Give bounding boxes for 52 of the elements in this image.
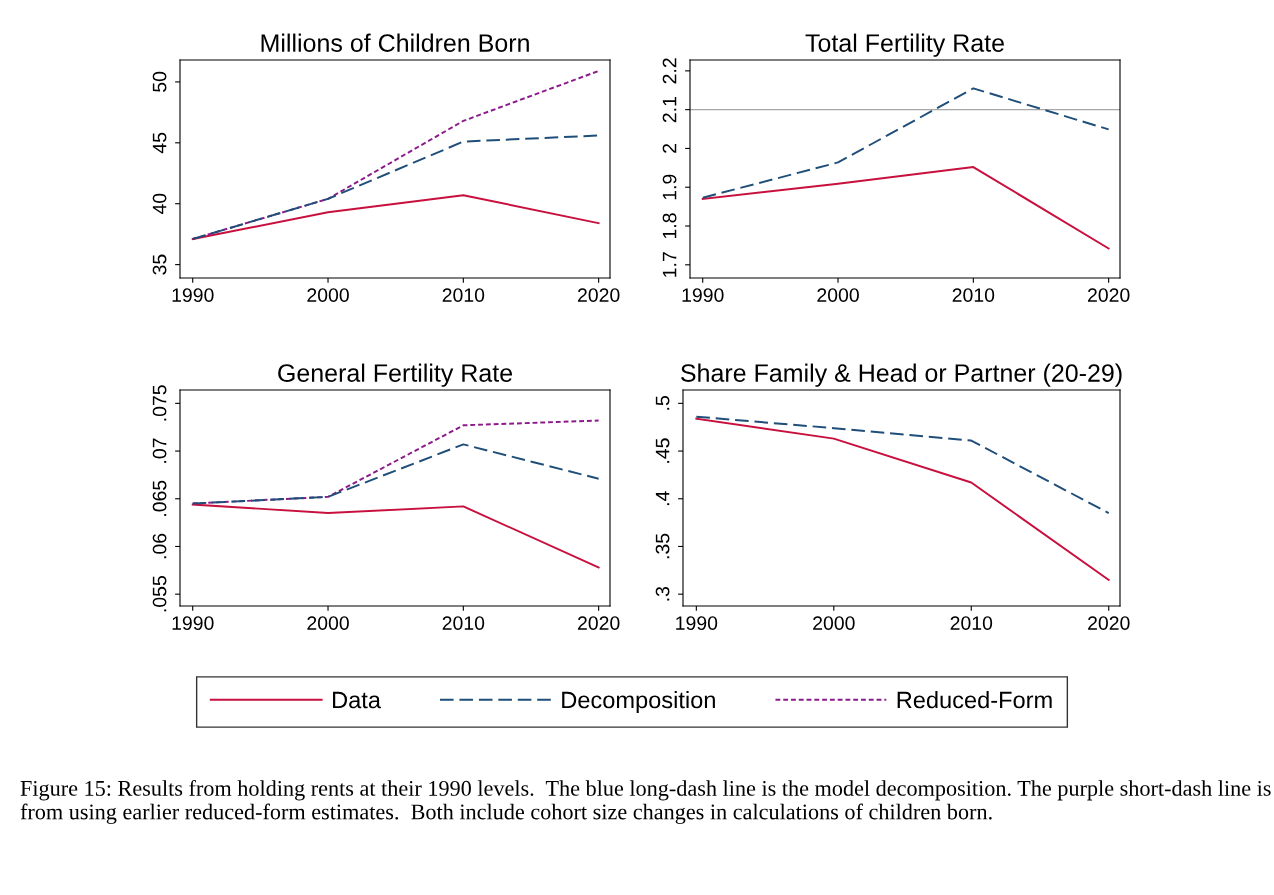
y-tick-label: 1.8	[662, 213, 677, 239]
x-tick-label: 2010	[950, 616, 993, 630]
x-tick-label: 2020	[577, 288, 620, 302]
x-tick-label: 2000	[307, 616, 349, 630]
y-tick-label: 35	[152, 254, 167, 275]
y-tick-label: .5	[655, 396, 670, 410]
x-tick-label: 2000	[813, 616, 855, 630]
y-tick-label: .075	[152, 385, 167, 421]
y-tick-label: .4	[655, 491, 670, 506]
line-series	[695, 415, 1110, 515]
line-series	[191, 134, 600, 240]
line-series	[191, 194, 600, 240]
y-tick-label: 1.7	[662, 252, 677, 277]
chart-title: General Fertility Rate	[278, 363, 512, 387]
y-tick-label: .45	[655, 438, 670, 463]
y-tick-label: 2.2	[662, 58, 677, 84]
x-tick-label: 2000	[817, 288, 859, 302]
line-series	[191, 443, 600, 505]
y-tick-label: .055	[152, 576, 167, 612]
x-tick-label: 1990	[172, 288, 214, 302]
line-series	[701, 166, 1110, 250]
y-tick-label: 1.9	[662, 174, 677, 200]
x-tick-label: 2010	[442, 288, 485, 302]
y-tick-label: .07	[152, 438, 167, 463]
x-tick-label: 2020	[577, 616, 620, 630]
x-tick-label: 2000	[307, 288, 349, 302]
caption: Figure 15: Results from holding rents at their 1990 levels. The blue long-dash line is the model decomposition. The purple short-dash line is from using earlier reduced-form estimates. Both include cohort size changes in calculations of children born.	[20, 780, 1271, 825]
line-series	[191, 503, 600, 569]
x-tick-label: 2010	[442, 616, 485, 630]
legend-label: Reduced-Form	[897, 690, 1052, 709]
x-tick-label: 2020	[1087, 288, 1130, 302]
y-tick-label: 2	[662, 144, 677, 153]
x-tick-label: 1990	[682, 288, 724, 302]
y-tick-label: 50	[152, 71, 167, 92]
line-series	[701, 87, 1110, 199]
chart-title: Share Family & Head or Partner (20-29)	[681, 363, 1122, 387]
y-tick-label: 45	[152, 132, 167, 154]
x-tick-label: 2020	[1088, 616, 1130, 630]
x-tick-label: 1990	[676, 616, 718, 630]
x-tick-label: 1990	[172, 616, 214, 630]
y-tick-label: .06	[152, 533, 167, 559]
y-tick-label: 2.1	[662, 97, 677, 123]
legend-label: Data	[333, 691, 381, 709]
legend-label: Decomposition	[562, 690, 715, 713]
x-tick-label: 2010	[952, 288, 995, 302]
y-tick-label: .065	[152, 480, 167, 516]
chart-title: Millions of Children Born	[261, 33, 529, 52]
y-tick-label: .35	[655, 533, 670, 559]
y-tick-label: .3	[655, 586, 670, 601]
y-tick-label: 40	[152, 193, 167, 215]
line-series	[695, 417, 1110, 581]
chart-title: Total Fertility Rate	[805, 33, 1004, 57]
